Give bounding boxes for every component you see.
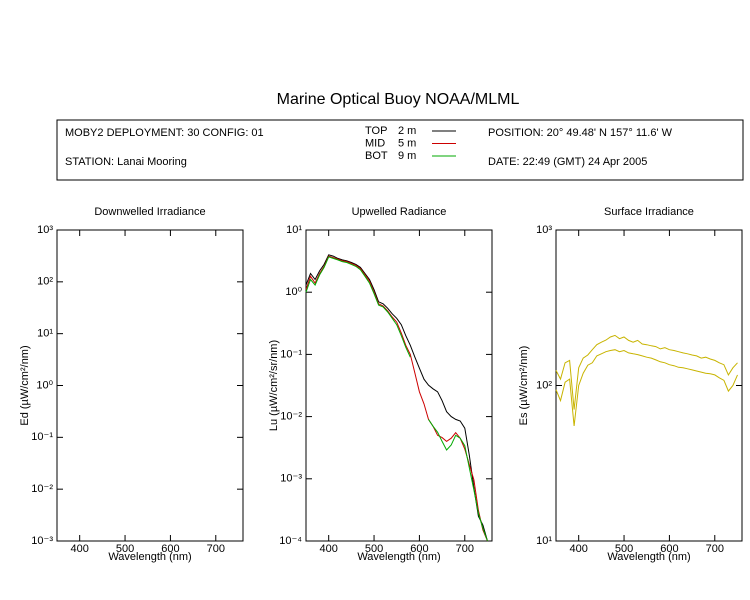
x-tick-label: 700 — [207, 543, 225, 555]
data-line — [305, 256, 488, 542]
plot-frame — [305, 229, 493, 542]
y-tick-label: 10³ — [37, 224, 53, 236]
y-tick-label: 10⁻¹ — [31, 431, 53, 443]
legend-depth: 2 m — [398, 125, 416, 137]
y-tick-label: 10² — [37, 276, 53, 288]
x-tick-label: 500 — [116, 543, 134, 555]
y-tick-label: 10³ — [536, 224, 552, 236]
x-tick-label: 400 — [71, 543, 89, 555]
position: POSITION: 20° 49.48' N 157° 11.6' W — [488, 127, 673, 139]
y-tick-label: 10⁻² — [280, 411, 302, 423]
data-line — [555, 349, 738, 426]
x-tick-label: 700 — [706, 543, 724, 555]
y-tick-label: 10¹ — [536, 535, 552, 547]
x-tick-label: 400 — [320, 543, 338, 555]
legend-depth: 9 m — [398, 150, 416, 162]
y-tick-label: 10⁻³ — [280, 473, 302, 485]
data-line — [555, 334, 738, 410]
chart-title: Upwelled Radiance — [352, 206, 447, 218]
y-axis-label: Lu (µW/cm²/sr/nm) — [268, 340, 280, 431]
legend-name: TOP — [365, 125, 387, 137]
x-axis-label: Wavelength (nm) — [108, 551, 191, 563]
x-axis-label: Wavelength (nm) — [357, 551, 440, 563]
y-tick-label: 10¹ — [37, 328, 53, 340]
page-title: Marine Optical Buoy NOAA/MLML — [277, 91, 520, 108]
date: DATE: 22:49 (GMT) 24 Apr 2005 — [488, 156, 647, 168]
y-tick-label: 10² — [536, 379, 552, 391]
station: STATION: Lanai Mooring — [65, 156, 187, 168]
x-axis-label: Wavelength (nm) — [607, 551, 690, 563]
x-tick-label: 600 — [410, 543, 428, 555]
y-axis-label: Es (µW/cm²/nm) — [518, 346, 530, 426]
data-line — [305, 254, 488, 542]
chart-title: Surface Irradiance — [604, 206, 694, 218]
x-tick-label: 500 — [365, 543, 383, 555]
info-box — [56, 119, 744, 181]
data-line — [305, 255, 488, 542]
y-tick-label: 10¹ — [286, 224, 302, 236]
x-tick-label: 500 — [615, 543, 633, 555]
legend-name: BOT — [365, 150, 388, 162]
y-tick-label: 10⁰ — [285, 286, 302, 298]
y-tick-label: 10⁻⁴ — [279, 535, 302, 547]
legend-name: MID — [365, 137, 385, 149]
y-tick-label: 10⁻³ — [31, 535, 53, 547]
y-axis-label: Ed (µW/cm²/nm) — [19, 345, 31, 425]
chart-title: Downwelled Irradiance — [94, 206, 205, 218]
x-tick-label: 600 — [660, 543, 678, 555]
y-tick-label: 10⁰ — [36, 379, 53, 391]
x-tick-label: 400 — [570, 543, 588, 555]
y-tick-label: 10⁻¹ — [280, 348, 302, 360]
y-tick-label: 10⁻² — [31, 483, 53, 495]
x-tick-label: 700 — [456, 543, 474, 555]
legend-depth: 5 m — [398, 137, 416, 149]
deployment: MOBY2 DEPLOYMENT: 30 CONFIG: 01 — [65, 127, 264, 139]
x-tick-label: 600 — [161, 543, 179, 555]
